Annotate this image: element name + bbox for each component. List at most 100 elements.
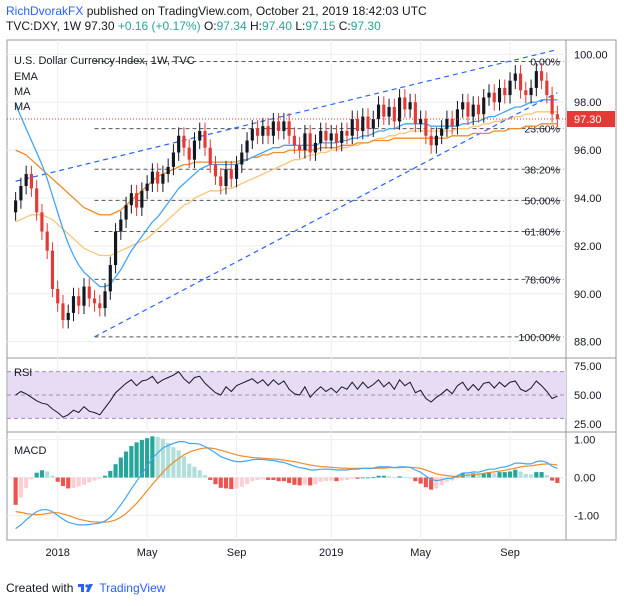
fib-level-label: 23.60%: [524, 124, 560, 136]
candle-body: [482, 97, 486, 115]
macd-histogram-bar: [523, 473, 528, 478]
low-value: 97.15: [305, 19, 336, 33]
candle-body: [303, 133, 307, 151]
macd-histogram-bar: [24, 477, 29, 488]
macd-histogram-bar: [176, 450, 181, 478]
macd-histogram-bar: [29, 477, 34, 480]
macd-histogram-bar: [492, 473, 497, 478]
low-label: L:: [295, 19, 306, 33]
trendline: [15, 48, 558, 182]
candle-body: [14, 200, 18, 213]
candle-body: [540, 71, 544, 81]
candle-body: [466, 102, 470, 117]
macd-histogram-bar: [502, 472, 507, 478]
candle-body: [98, 303, 102, 309]
candle-body: [250, 128, 254, 141]
macd-histogram-bar: [418, 477, 423, 484]
macd-histogram-bar: [476, 474, 481, 478]
candle-body: [355, 119, 360, 131]
macd-histogram-bar: [260, 477, 265, 480]
author-link[interactable]: RichDvorakFX: [6, 4, 84, 18]
price-tick-label: 96.00: [574, 145, 602, 157]
macd-histogram-bar: [518, 471, 523, 478]
macd-histogram-bar: [92, 477, 97, 481]
macd-histogram-bar: [271, 477, 276, 480]
chart-frame: [6, 39, 617, 541]
x-tick-label: May: [137, 547, 158, 559]
candle-body: [419, 119, 423, 124]
candle-body: [171, 152, 175, 167]
macd-histogram-bar: [202, 475, 208, 478]
candle-body: [113, 231, 118, 266]
candle-body: [129, 193, 133, 206]
macd-histogram-bar: [302, 477, 307, 485]
macd-histogram-bar: [229, 477, 234, 490]
candle-body: [92, 298, 97, 304]
macd-histogram-bar: [371, 476, 376, 478]
candle-body: [376, 104, 381, 119]
candle-body: [40, 212, 44, 232]
macd-histogram-bar: [550, 477, 555, 481]
candle-body: [445, 119, 449, 129]
candle-body: [19, 186, 23, 201]
macd-histogram-bar: [555, 477, 560, 483]
price-tick-label: 100.00: [574, 49, 608, 61]
rsi-tick-label: 50.00: [574, 390, 602, 402]
candle-body: [487, 92, 491, 98]
candle-body: [266, 126, 270, 136]
tradingview-brand[interactable]: TradingView: [99, 581, 166, 595]
last-price-tag-label: 97.30: [574, 114, 602, 126]
macd-histogram-bar: [150, 436, 155, 478]
macd-signal-line: [15, 447, 558, 523]
candle-body: [108, 265, 112, 292]
macd-histogram-bar: [471, 473, 476, 478]
candle-body: [77, 296, 81, 306]
candle-body: [61, 303, 65, 321]
candle-body: [156, 171, 160, 184]
macd-histogram-bar: [360, 477, 365, 479]
macd-histogram-bar: [313, 477, 318, 485]
candle-body: [119, 219, 123, 232]
macd-histogram-bar: [50, 475, 55, 478]
ema-line: [15, 99, 558, 288]
candle-body: [56, 288, 60, 304]
high-value: 97.40: [261, 19, 293, 33]
candle-body: [471, 104, 475, 117]
macd-histogram-bar: [276, 477, 281, 482]
high-label: H:: [249, 19, 262, 33]
candle-body: [87, 286, 91, 299]
candle-body: [145, 183, 149, 191]
candle-body: [203, 130, 207, 148]
candle-body: [513, 73, 517, 81]
legend-ema: EMA: [14, 71, 39, 83]
macd-tick-label: 0.00: [574, 473, 595, 485]
macd-tick-label: -1.00: [574, 510, 599, 522]
fib-level-label: 38.20%: [524, 164, 560, 176]
candle-body: [345, 130, 349, 136]
macd-line: [15, 441, 558, 530]
candle-body: [545, 80, 549, 96]
macd-histogram-bar: [402, 476, 407, 478]
x-tick-label: 2018: [45, 547, 69, 559]
macd-histogram-bar: [339, 477, 344, 481]
chart-header: RichDvorakFX published on TradingView.co…: [6, 4, 427, 34]
candle-body: [234, 164, 239, 179]
macd-histogram-bar: [166, 443, 171, 478]
candle-body: [550, 95, 554, 115]
publish-info: published on TradingView.com, October 21…: [86, 4, 427, 18]
macd-histogram-bar: [55, 477, 60, 482]
candle-body: [292, 135, 296, 146]
macd-histogram-bar: [60, 477, 66, 487]
macd-histogram-bar: [544, 475, 549, 478]
macd-histogram-bar: [181, 456, 187, 478]
candle-body: [140, 190, 144, 208]
x-tick-label: Sep: [500, 547, 520, 559]
fib-level-label: 61.80%: [524, 227, 560, 239]
macd-histogram-bar: [355, 477, 360, 479]
macd-histogram-bar: [118, 457, 123, 478]
macd-histogram-bar: [423, 477, 428, 488]
candle-body: [208, 147, 212, 165]
macd-histogram-bar: [18, 477, 23, 498]
macd-histogram-bar: [481, 473, 486, 478]
